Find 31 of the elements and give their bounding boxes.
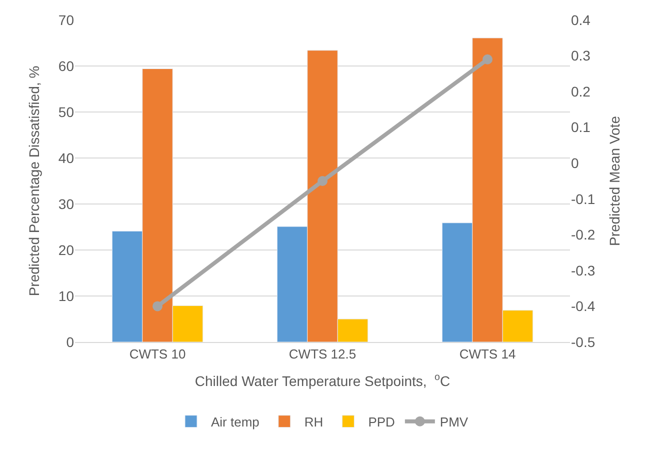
y-tick-label: 10: [58, 288, 74, 304]
y2-tick-label: -0.1: [571, 190, 596, 207]
y-tick-label: 30: [58, 196, 74, 212]
y-tick-label: 0: [66, 334, 74, 350]
y2-tick-label: -0.4: [571, 298, 596, 314]
y-tick-label: 20: [58, 242, 74, 258]
legend-label: PPD: [368, 414, 395, 430]
x-tick-label: CWTS 14: [459, 346, 516, 362]
y-tick-label: 60: [58, 58, 74, 74]
x-axis-title: Chilled Water Temperature Setpoints, $^{o}$C: [194, 372, 450, 389]
x-tick-label: CWTS 10: [129, 346, 186, 362]
y2-tick-label: -0.3: [571, 262, 596, 278]
y2-tick-label: 0: [571, 155, 579, 172]
x-tick-label: CWTS 12.5: [288, 346, 356, 362]
legend-label: PMV: [440, 414, 468, 430]
y2-tick-label: 0.1: [571, 119, 591, 136]
point: [152, 301, 162, 312]
y2-tick-label: 0.2: [571, 83, 591, 100]
point: [482, 54, 492, 64]
y-tick-label: 70: [58, 12, 74, 28]
y2-tick-label: -0.5: [571, 334, 596, 350]
y2-tick-label: 0.4: [571, 12, 591, 28]
y-tick-label: 50: [58, 104, 74, 120]
legend-label: Air temp: [211, 414, 260, 430]
legend-label: RH: [304, 414, 324, 430]
y2-tick-label: -0.2: [571, 226, 596, 243]
y-tick-label: 40: [58, 150, 74, 166]
point: [318, 176, 328, 186]
y-axis-title: Predicted Percentage Dissatisfied, %: [26, 66, 42, 296]
y2-tick-label: 0.3: [571, 48, 591, 64]
y2-axis-title: Predicted Mean Vote: [606, 116, 623, 246]
